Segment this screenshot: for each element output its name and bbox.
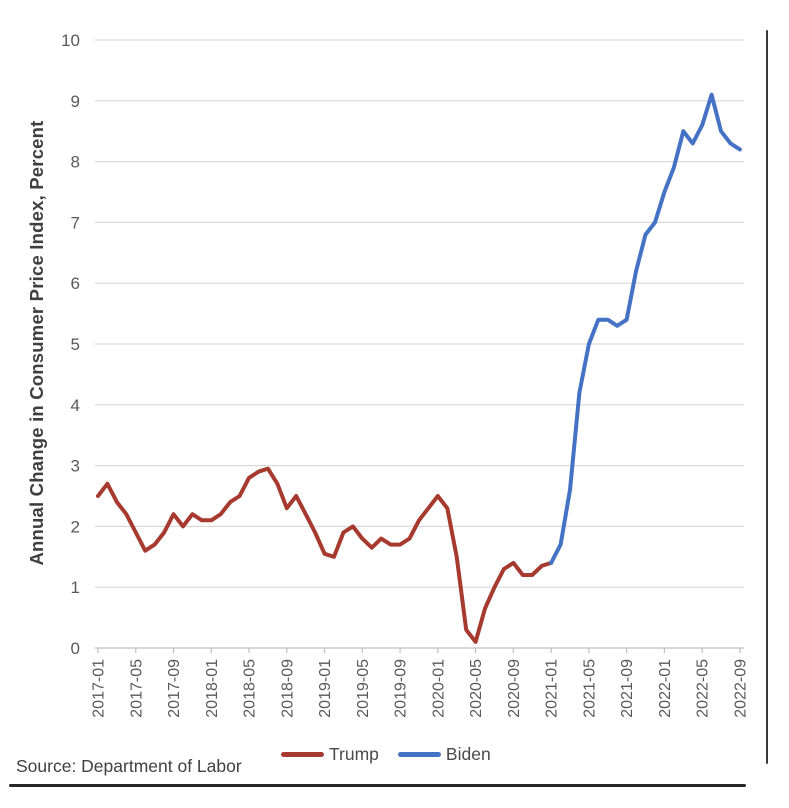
y-tick-label: 8 bbox=[71, 153, 80, 172]
biden-line-swatch-icon bbox=[397, 752, 441, 757]
x-tick-label: 2018-09 bbox=[279, 659, 296, 718]
x-tick-label: 2018-05 bbox=[242, 659, 259, 718]
x-tick-label: 2019-01 bbox=[317, 659, 334, 718]
y-tick-label: 10 bbox=[61, 31, 80, 50]
x-tick-label: 2021-05 bbox=[581, 659, 598, 718]
x-tick-label: 2019-05 bbox=[355, 659, 372, 718]
x-tick-label: 2021-01 bbox=[544, 659, 561, 718]
gridlines bbox=[95, 39, 744, 649]
biden-data-line bbox=[549, 92, 742, 565]
x-tick-label: 2017-09 bbox=[166, 659, 183, 718]
x-tick-label: 2017-01 bbox=[91, 659, 108, 718]
y-tick-label: 1 bbox=[71, 578, 80, 597]
legend-item-trump: Trump bbox=[281, 744, 379, 765]
y-axis-title: Annual Change in Consumer Price Index, P… bbox=[26, 120, 47, 566]
y-tick-label: 3 bbox=[71, 457, 80, 476]
x-tick-label: 2018-01 bbox=[204, 659, 221, 718]
x-tick-label: 2022-01 bbox=[657, 659, 674, 718]
legend-item-biden: Biden bbox=[397, 744, 491, 765]
source-note: Source: Department of Labor bbox=[16, 756, 242, 776]
right-border-line bbox=[766, 30, 768, 764]
trump-line-swatch-icon bbox=[281, 752, 324, 757]
x-tick-label: 2021-09 bbox=[619, 659, 636, 718]
legend-label-trump: Trump bbox=[329, 744, 379, 764]
y-tick-labels: 0 1 2 3 4 5 6 7 8 9 10 bbox=[61, 31, 80, 658]
x-tick-label: 2020-05 bbox=[468, 659, 485, 718]
legend-label-biden: Biden bbox=[445, 744, 491, 764]
x-tick-label: 2017-05 bbox=[128, 659, 145, 718]
x-tick-label: 2022-09 bbox=[732, 659, 749, 718]
x-tick-label: 2020-01 bbox=[430, 659, 447, 718]
chart-legend: Trump Biden bbox=[281, 744, 491, 765]
x-tick-label: 2022-05 bbox=[695, 659, 712, 718]
trump-data-line bbox=[96, 466, 554, 644]
y-tick-label: 5 bbox=[71, 335, 80, 354]
x-tick-label: 2019-09 bbox=[393, 659, 410, 718]
y-tick-label: 0 bbox=[71, 639, 80, 658]
y-tick-label: 9 bbox=[71, 92, 80, 111]
y-tick-label: 7 bbox=[71, 213, 80, 232]
x-tick-labels: 2017-01 2017-05 2017-09 2018-01 2018-05 2018-… bbox=[91, 648, 749, 718]
bottom-border-line bbox=[9, 784, 746, 787]
y-tick-label: 6 bbox=[71, 274, 80, 293]
cpi-line-chart-canvas: 0 1 2 3 4 5 6 7 8 9 10 2017-01 2017-05 2017-09 2018-01… bbox=[61, 31, 749, 718]
x-tick-label: 2020-09 bbox=[506, 659, 523, 718]
y-tick-label: 2 bbox=[71, 517, 80, 536]
y-tick-label: 4 bbox=[71, 396, 80, 415]
